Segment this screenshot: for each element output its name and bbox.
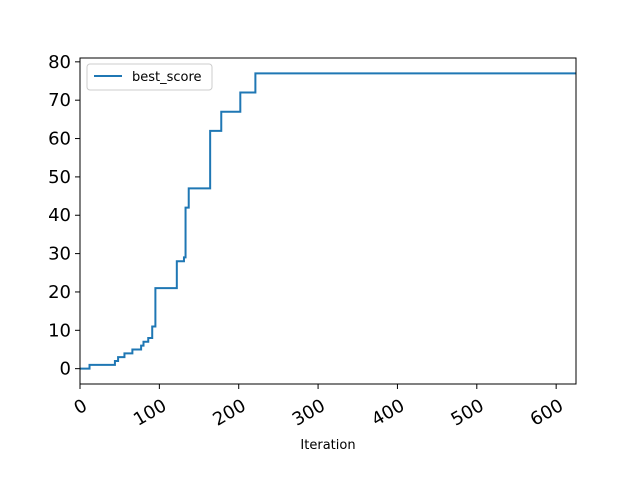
y-tick-label: 50 <box>48 167 71 188</box>
series-line-best_score <box>80 72 576 370</box>
x-tick-label: 200 <box>209 395 249 430</box>
x-axis: 0 100 200 300 400 500 600 <box>70 384 567 431</box>
plot-background <box>80 58 576 384</box>
x-tick-label: 300 <box>289 395 329 430</box>
y-tick-label: 40 <box>48 205 71 226</box>
x-tick-label: 400 <box>368 395 408 430</box>
y-tick-label: 30 <box>48 244 71 265</box>
y-axis: 0 10 20 30 40 50 60 70 80 <box>48 52 80 380</box>
y-tick-label: 80 <box>48 52 71 73</box>
y-tick-label: 60 <box>48 129 71 150</box>
x-axis-label: Iteration <box>300 438 355 453</box>
y-tick-label: 20 <box>48 282 71 303</box>
plot-frame <box>79 57 577 385</box>
y-tick-label: 70 <box>48 90 71 111</box>
y-tick-label: 10 <box>48 320 71 341</box>
y-tick-label: 0 <box>60 359 71 380</box>
series-layer <box>80 72 576 370</box>
legend-label: best_score <box>132 70 202 85</box>
x-tick-label: 600 <box>527 395 567 430</box>
x-tick-label: 0 <box>70 395 90 419</box>
legend-box <box>86 63 213 91</box>
legend: best_score <box>86 63 213 91</box>
x-tick-label: 500 <box>447 395 487 430</box>
x-tick-label: 100 <box>130 395 170 430</box>
